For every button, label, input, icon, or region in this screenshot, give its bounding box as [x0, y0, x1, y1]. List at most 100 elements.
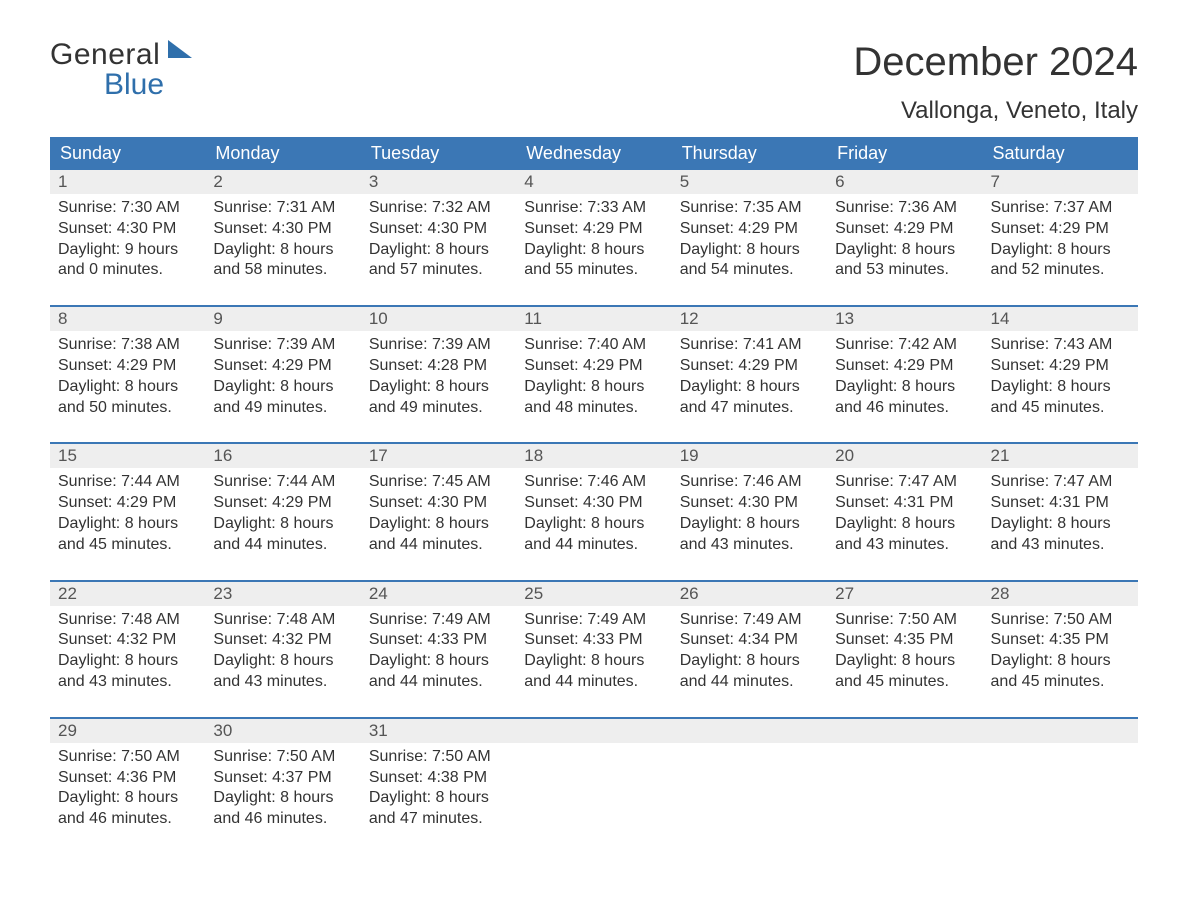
sunset-line: Sunset: 4:33 PM: [369, 630, 508, 651]
sunrise-line: Sunrise: 7:49 AM: [524, 610, 663, 631]
sunset-line: Sunset: 4:36 PM: [58, 768, 197, 789]
day-details: Sunrise: 7:48 AMSunset: 4:32 PMDaylight:…: [205, 606, 360, 707]
sunset-line: Sunset: 4:31 PM: [835, 493, 974, 514]
day-number: 2: [205, 170, 360, 194]
day-number: 21: [983, 444, 1138, 468]
calendar-day-cell: 2Sunrise: 7:31 AMSunset: 4:30 PMDaylight…: [205, 170, 360, 295]
calendar-week-row: 8Sunrise: 7:38 AMSunset: 4:29 PMDaylight…: [50, 305, 1138, 432]
daylight-line-2: and 43 minutes.: [991, 535, 1130, 556]
day-details: Sunrise: 7:32 AMSunset: 4:30 PMDaylight:…: [361, 194, 516, 295]
daylight-line-1: Daylight: 8 hours: [991, 514, 1130, 535]
daylight-line-2: and 49 minutes.: [369, 398, 508, 419]
daylight-line-1: Daylight: 8 hours: [213, 377, 352, 398]
daylight-line-2: and 50 minutes.: [58, 398, 197, 419]
daylight-line-2: and 45 minutes.: [58, 535, 197, 556]
sunrise-line: Sunrise: 7:48 AM: [213, 610, 352, 631]
daylight-line-2: and 44 minutes.: [524, 535, 663, 556]
daylight-line-1: Daylight: 8 hours: [680, 240, 819, 261]
logo-flag-icon: [168, 40, 192, 58]
sunrise-line: Sunrise: 7:50 AM: [213, 747, 352, 768]
sunset-line: Sunset: 4:30 PM: [524, 493, 663, 514]
day-number-empty: [827, 719, 982, 743]
day-details: Sunrise: 7:38 AMSunset: 4:29 PMDaylight:…: [50, 331, 205, 432]
sunset-line: Sunset: 4:29 PM: [58, 356, 197, 377]
daylight-line-1: Daylight: 8 hours: [524, 240, 663, 261]
day-details: Sunrise: 7:41 AMSunset: 4:29 PMDaylight:…: [672, 331, 827, 432]
weekday-header-cell: Monday: [205, 137, 360, 170]
daylight-line-2: and 44 minutes.: [369, 672, 508, 693]
sunset-line: Sunset: 4:30 PM: [680, 493, 819, 514]
sunset-line: Sunset: 4:30 PM: [369, 493, 508, 514]
calendar-day-cell: 14Sunrise: 7:43 AMSunset: 4:29 PMDayligh…: [983, 307, 1138, 432]
sunset-line: Sunset: 4:29 PM: [680, 356, 819, 377]
sunrise-line: Sunrise: 7:37 AM: [991, 198, 1130, 219]
daylight-line-1: Daylight: 8 hours: [58, 788, 197, 809]
day-number: 17: [361, 444, 516, 468]
sunrise-line: Sunrise: 7:36 AM: [835, 198, 974, 219]
day-number: 1: [50, 170, 205, 194]
daylight-line-1: Daylight: 8 hours: [369, 514, 508, 535]
day-number: 26: [672, 582, 827, 606]
calendar-day-cell: 26Sunrise: 7:49 AMSunset: 4:34 PMDayligh…: [672, 582, 827, 707]
sunset-line: Sunset: 4:35 PM: [991, 630, 1130, 651]
day-number: 4: [516, 170, 671, 194]
daylight-line-2: and 46 minutes.: [835, 398, 974, 419]
day-details: Sunrise: 7:39 AMSunset: 4:29 PMDaylight:…: [205, 331, 360, 432]
day-details: Sunrise: 7:35 AMSunset: 4:29 PMDaylight:…: [672, 194, 827, 295]
calendar-day-cell: [672, 719, 827, 844]
day-number-empty: [983, 719, 1138, 743]
day-number: 28: [983, 582, 1138, 606]
daylight-line-2: and 45 minutes.: [991, 672, 1130, 693]
day-details: Sunrise: 7:46 AMSunset: 4:30 PMDaylight:…: [516, 468, 671, 569]
day-details: Sunrise: 7:48 AMSunset: 4:32 PMDaylight:…: [50, 606, 205, 707]
daylight-line-1: Daylight: 8 hours: [213, 514, 352, 535]
weekday-header-cell: Friday: [827, 137, 982, 170]
daylight-line-2: and 58 minutes.: [213, 260, 352, 281]
sunset-line: Sunset: 4:28 PM: [369, 356, 508, 377]
calendar-day-cell: 31Sunrise: 7:50 AMSunset: 4:38 PMDayligh…: [361, 719, 516, 844]
calendar-week-row: 22Sunrise: 7:48 AMSunset: 4:32 PMDayligh…: [50, 580, 1138, 707]
sunset-line: Sunset: 4:29 PM: [680, 219, 819, 240]
calendar-day-cell: 17Sunrise: 7:45 AMSunset: 4:30 PMDayligh…: [361, 444, 516, 569]
logo: General Blue: [50, 40, 192, 100]
daylight-line-1: Daylight: 8 hours: [680, 514, 819, 535]
day-number: 16: [205, 444, 360, 468]
sunset-line: Sunset: 4:29 PM: [213, 356, 352, 377]
sunrise-line: Sunrise: 7:32 AM: [369, 198, 508, 219]
sunrise-line: Sunrise: 7:38 AM: [58, 335, 197, 356]
daylight-line-2: and 52 minutes.: [991, 260, 1130, 281]
daylight-line-1: Daylight: 8 hours: [991, 377, 1130, 398]
day-details: Sunrise: 7:47 AMSunset: 4:31 PMDaylight:…: [983, 468, 1138, 569]
day-details: Sunrise: 7:39 AMSunset: 4:28 PMDaylight:…: [361, 331, 516, 432]
sunrise-line: Sunrise: 7:50 AM: [991, 610, 1130, 631]
sunset-line: Sunset: 4:29 PM: [835, 219, 974, 240]
day-details: Sunrise: 7:44 AMSunset: 4:29 PMDaylight:…: [205, 468, 360, 569]
daylight-line-1: Daylight: 8 hours: [369, 377, 508, 398]
calendar-day-cell: 21Sunrise: 7:47 AMSunset: 4:31 PMDayligh…: [983, 444, 1138, 569]
sunset-line: Sunset: 4:29 PM: [58, 493, 197, 514]
daylight-line-2: and 45 minutes.: [835, 672, 974, 693]
day-number: 19: [672, 444, 827, 468]
day-details: Sunrise: 7:45 AMSunset: 4:30 PMDaylight:…: [361, 468, 516, 569]
calendar-day-cell: 24Sunrise: 7:49 AMSunset: 4:33 PMDayligh…: [361, 582, 516, 707]
sunrise-line: Sunrise: 7:42 AM: [835, 335, 974, 356]
day-details: Sunrise: 7:30 AMSunset: 4:30 PMDaylight:…: [50, 194, 205, 295]
calendar-day-cell: 23Sunrise: 7:48 AMSunset: 4:32 PMDayligh…: [205, 582, 360, 707]
calendar-day-cell: 10Sunrise: 7:39 AMSunset: 4:28 PMDayligh…: [361, 307, 516, 432]
weekday-header-cell: Thursday: [672, 137, 827, 170]
day-details: Sunrise: 7:31 AMSunset: 4:30 PMDaylight:…: [205, 194, 360, 295]
daylight-line-2: and 47 minutes.: [680, 398, 819, 419]
daylight-line-1: Daylight: 8 hours: [213, 240, 352, 261]
daylight-line-1: Daylight: 8 hours: [991, 651, 1130, 672]
sunrise-line: Sunrise: 7:39 AM: [213, 335, 352, 356]
day-details: Sunrise: 7:43 AMSunset: 4:29 PMDaylight:…: [983, 331, 1138, 432]
day-details: Sunrise: 7:49 AMSunset: 4:34 PMDaylight:…: [672, 606, 827, 707]
sunrise-line: Sunrise: 7:45 AM: [369, 472, 508, 493]
daylight-line-1: Daylight: 8 hours: [524, 514, 663, 535]
day-number: 29: [50, 719, 205, 743]
calendar-day-cell: 9Sunrise: 7:39 AMSunset: 4:29 PMDaylight…: [205, 307, 360, 432]
daylight-line-1: Daylight: 8 hours: [835, 240, 974, 261]
calendar-day-cell: 8Sunrise: 7:38 AMSunset: 4:29 PMDaylight…: [50, 307, 205, 432]
daylight-line-1: Daylight: 8 hours: [835, 377, 974, 398]
daylight-line-2: and 57 minutes.: [369, 260, 508, 281]
